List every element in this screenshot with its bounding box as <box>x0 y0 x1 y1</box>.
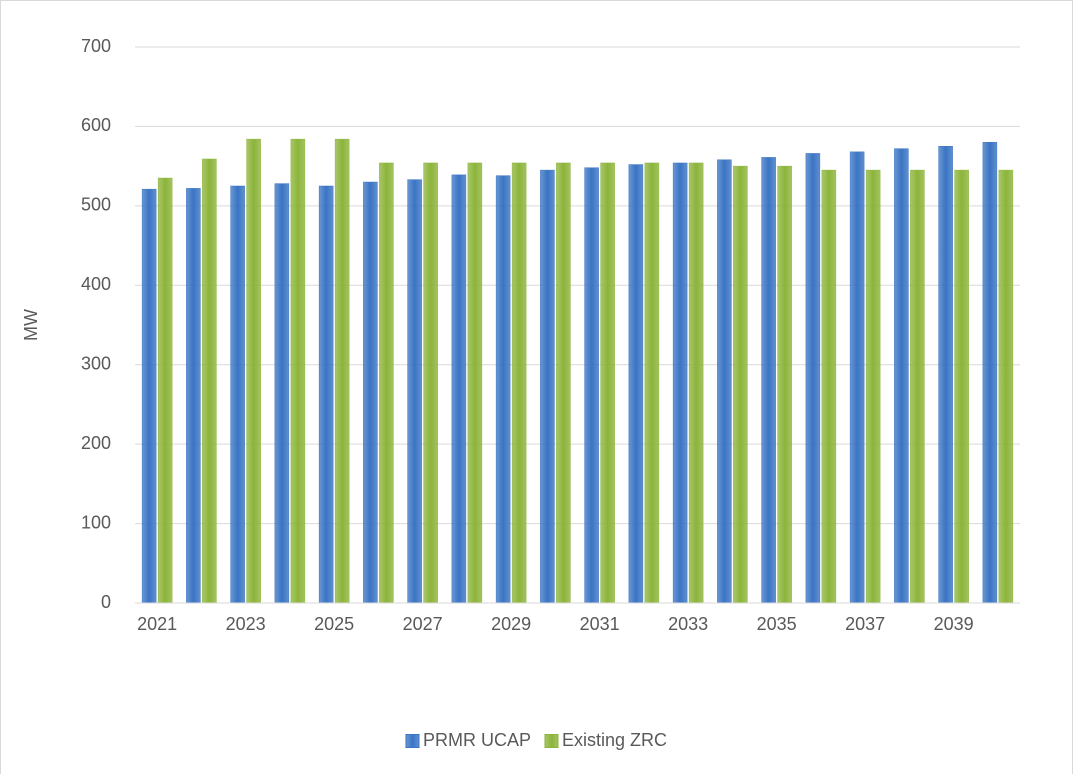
bar <box>511 162 527 604</box>
legend: PRMR UCAP Existing ZRC <box>405 730 667 750</box>
bar <box>954 169 969 604</box>
x-tick-label: 2037 <box>845 614 885 634</box>
bar <box>230 185 245 604</box>
x-tick-label: 2035 <box>757 614 797 634</box>
bar <box>717 159 732 604</box>
bar <box>821 169 837 604</box>
y-tick-label: 700 <box>81 36 111 56</box>
bar <box>733 165 748 604</box>
bar <box>672 162 688 604</box>
bar <box>584 167 599 604</box>
x-tick-label: 2033 <box>668 614 708 634</box>
legend-label: Existing ZRC <box>562 730 667 750</box>
bar <box>982 142 998 604</box>
legend-swatch <box>405 734 420 748</box>
bar <box>274 183 290 604</box>
bar <box>423 162 438 604</box>
bar <box>451 174 467 604</box>
y-tick-label: 300 <box>81 353 111 373</box>
bar <box>246 138 261 604</box>
x-tick-label: 2039 <box>934 614 974 634</box>
x-tick-label: 2023 <box>226 614 266 634</box>
x-tick-label: 2025 <box>314 614 354 634</box>
bar <box>202 158 217 604</box>
bar <box>186 188 201 604</box>
x-tick-label: 2027 <box>403 614 443 634</box>
bar <box>600 162 615 604</box>
bar <box>998 169 1014 604</box>
y-tick-label: 100 <box>81 512 111 532</box>
bar <box>495 175 511 604</box>
x-tick-label: 2021 <box>137 614 177 634</box>
bar <box>334 138 350 604</box>
bar <box>290 138 306 604</box>
bar <box>467 162 483 604</box>
bar <box>849 151 865 604</box>
y-tick-label: 0 <box>101 592 111 612</box>
bar <box>141 188 157 604</box>
legend-swatch <box>544 734 559 748</box>
bar <box>157 177 173 604</box>
bar <box>379 162 394 604</box>
x-tick-label: 2029 <box>491 614 531 634</box>
bar <box>865 169 881 604</box>
bar <box>894 148 909 604</box>
bar <box>363 181 378 604</box>
legend-label: PRMR UCAP <box>423 730 531 750</box>
y-tick-label: 200 <box>81 433 111 453</box>
bar <box>938 146 953 604</box>
y-axis-label: MW <box>21 309 41 341</box>
y-tick-label: 400 <box>81 274 111 294</box>
bar <box>540 169 555 604</box>
bar <box>407 179 422 604</box>
y-tick-label: 500 <box>81 195 111 215</box>
bar <box>628 164 644 604</box>
bar <box>777 165 792 604</box>
bar <box>910 169 925 604</box>
bar <box>556 162 571 604</box>
x-tick-label: 2031 <box>580 614 620 634</box>
bar <box>688 162 704 604</box>
bar <box>805 153 821 604</box>
bar <box>318 185 334 604</box>
y-tick-label: 600 <box>81 115 111 135</box>
bar <box>644 162 660 604</box>
bar <box>761 157 776 604</box>
